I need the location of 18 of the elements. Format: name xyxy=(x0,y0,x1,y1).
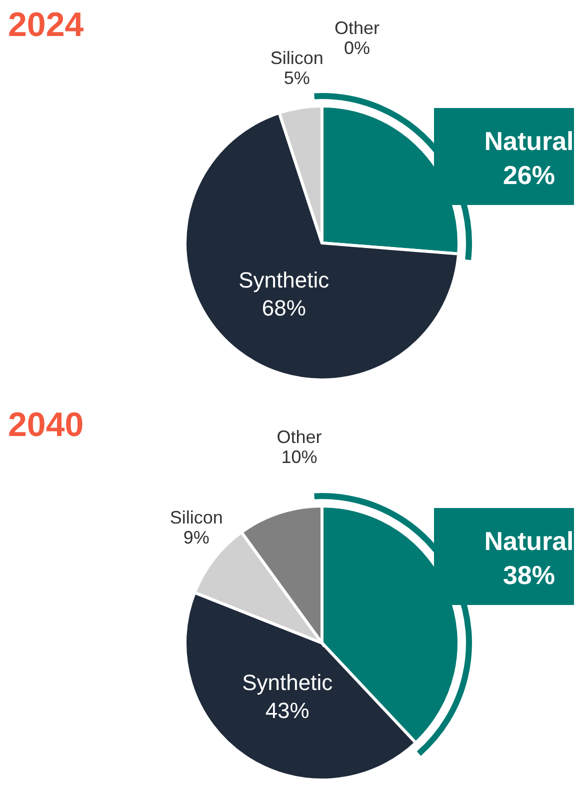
text: 0% xyxy=(344,38,370,58)
slice-label: Natural xyxy=(484,126,574,156)
data-label: 43% xyxy=(265,698,310,723)
data-label: 26% xyxy=(502,160,556,190)
slice-label: Synthetic xyxy=(242,670,333,695)
slice-label: Natural xyxy=(484,526,574,556)
chart-title: 2040 xyxy=(8,406,84,444)
slice-label: Other xyxy=(276,427,322,448)
data-label: 10% xyxy=(281,447,318,468)
chart-title: 2024 xyxy=(8,6,84,44)
data-label: 68% xyxy=(262,295,306,320)
data-label: 38% xyxy=(502,560,556,590)
category-label: Other xyxy=(334,18,380,38)
slice-label: Synthetic xyxy=(238,267,330,292)
data-label: 5% xyxy=(284,68,310,88)
data-label: 9% xyxy=(183,528,210,548)
slice-label: Silicon xyxy=(170,508,223,528)
slice-label: Silicon xyxy=(270,48,324,68)
